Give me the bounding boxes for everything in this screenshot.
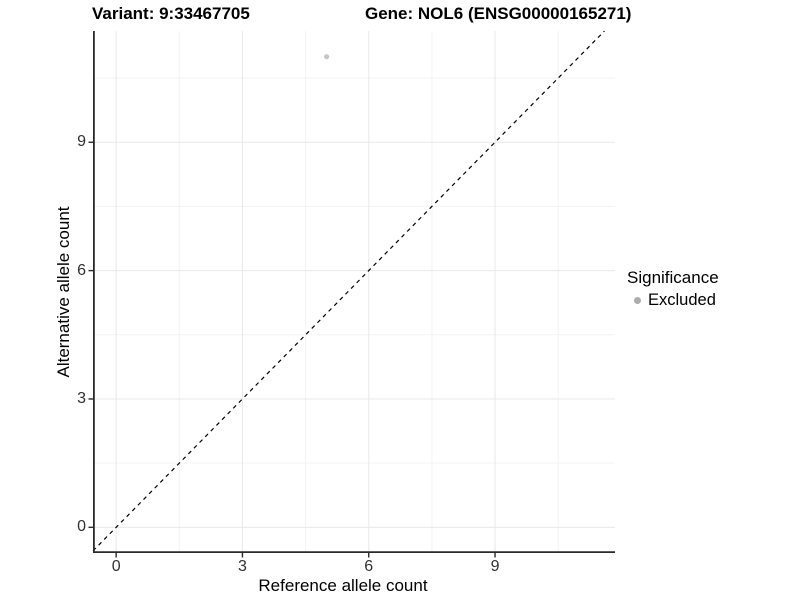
legend-item-label: Excluded	[648, 291, 716, 309]
legend-items: Excluded	[627, 291, 719, 310]
x-tick-label: 6	[364, 558, 374, 575]
scatter-plot-canvas	[88, 30, 615, 558]
identity-dashed-line	[92, 30, 605, 552]
x-tick-label: 0	[111, 558, 121, 575]
legend: Significance Excluded	[627, 268, 719, 310]
plot-title-gene: Gene: NOL6 (ENSG00000165271)	[365, 4, 632, 23]
x-tick-label: 9	[490, 558, 500, 575]
y-tick-label: 0	[77, 518, 86, 536]
y-tick-label: 3	[77, 389, 86, 407]
y-tick-label: 9	[77, 133, 86, 151]
legend-key-dot-icon	[634, 297, 641, 304]
x-tick-label: 3	[237, 558, 247, 575]
data-point	[324, 54, 330, 60]
plot-title-variant: Variant: 9:33467705	[92, 4, 250, 23]
legend-title: Significance	[627, 268, 719, 287]
legend-item: Excluded	[627, 291, 719, 310]
plot-panel	[88, 30, 615, 558]
y-axis-title: Alternative allele count	[54, 206, 73, 378]
y-tick-label: 6	[77, 261, 86, 279]
x-axis-title: Reference allele count	[258, 576, 428, 595]
